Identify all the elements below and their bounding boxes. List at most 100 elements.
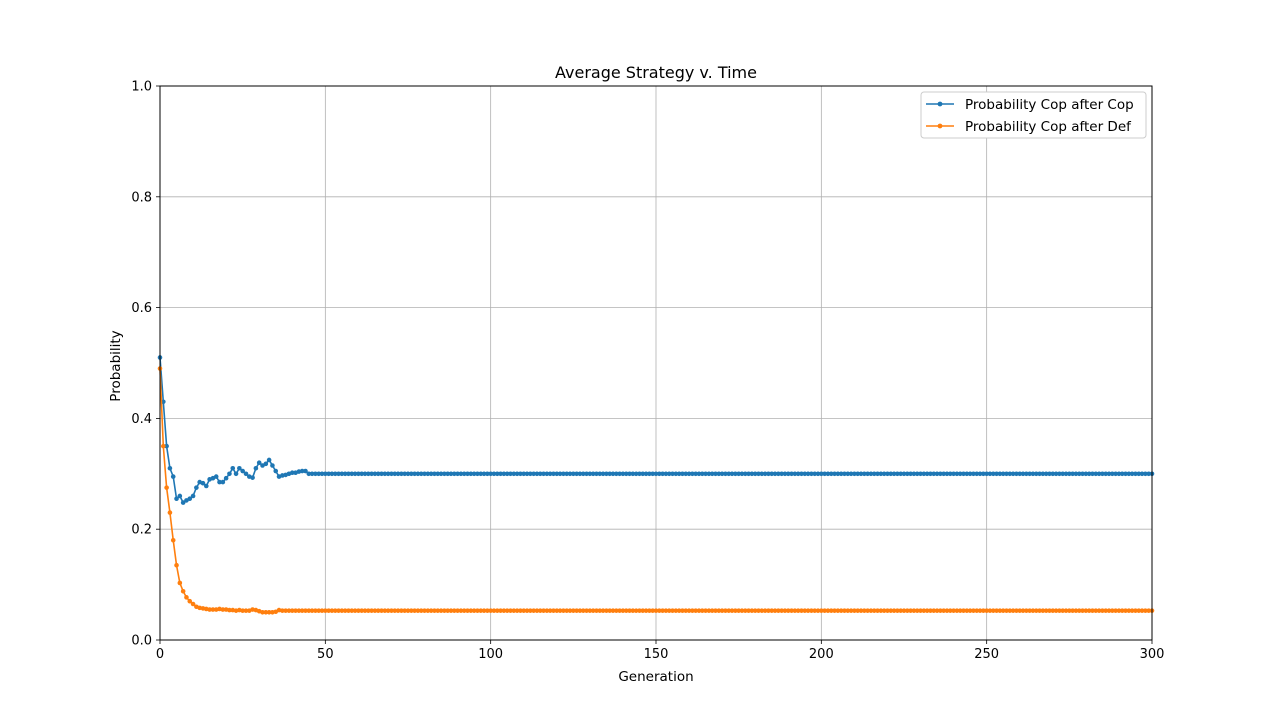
legend: Probability Cop after Cop Probability Co…: [920, 91, 1147, 139]
data-point: [356, 471, 361, 477]
y-tick-label: 0.2: [131, 523, 152, 538]
data-point: [319, 608, 325, 613]
data-point: [1143, 471, 1148, 477]
data-point: [213, 474, 219, 479]
data-point: [465, 471, 470, 477]
data-point: [475, 471, 480, 477]
data-point: [574, 608, 579, 613]
y-tick-label: 0.4: [131, 412, 152, 427]
data-point: [422, 608, 427, 613]
data-point: [888, 471, 894, 477]
x-tick-label: 250: [974, 647, 999, 662]
data-point: [842, 471, 847, 477]
data-point: [663, 471, 669, 477]
data-point: [438, 471, 444, 477]
data-point: [838, 471, 844, 477]
data-point: [1043, 608, 1049, 613]
data-point: [180, 588, 186, 594]
data-point: [782, 608, 788, 613]
data-point: [938, 608, 943, 613]
data-point: [660, 608, 665, 613]
data-point: [693, 608, 698, 613]
data-point: [187, 496, 193, 502]
data-point: [299, 608, 305, 613]
data-point: [908, 471, 913, 477]
data-point: [822, 608, 827, 613]
data-point: [1080, 471, 1085, 477]
data-point: [709, 471, 715, 477]
data-point: [1040, 608, 1046, 613]
data-point: [458, 608, 464, 613]
data-point: [1100, 608, 1105, 613]
data-point: [716, 471, 722, 477]
data-point: [299, 468, 305, 474]
data-point: [1014, 608, 1019, 613]
data-point: [607, 471, 613, 477]
data-point: [1024, 471, 1029, 477]
data-point: [957, 471, 963, 477]
data-point: [167, 465, 173, 471]
data-point: [630, 608, 636, 613]
data-point: [1053, 471, 1059, 477]
data-point: [491, 608, 497, 613]
data-point: [759, 471, 765, 477]
data-point: [286, 608, 292, 613]
data-point: [746, 471, 751, 477]
data-point: [326, 471, 331, 477]
data-point: [683, 471, 689, 477]
data-point: [448, 608, 454, 613]
data-point: [971, 608, 976, 613]
data-point: [749, 471, 755, 477]
data-point: [210, 607, 216, 612]
data-point: [448, 471, 454, 477]
data-point: [974, 471, 980, 477]
data-point: [729, 608, 735, 613]
data-point: [789, 471, 794, 477]
data-point: [1110, 471, 1115, 477]
data-point: [339, 471, 345, 477]
data-point: [1060, 608, 1066, 613]
data-point: [461, 608, 467, 613]
data-point: [395, 471, 401, 477]
data-point: [676, 471, 682, 477]
data-point: [409, 608, 414, 613]
data-point: [650, 471, 655, 477]
data-point: [1014, 471, 1019, 477]
data-point: [610, 471, 616, 477]
data-point: [604, 608, 609, 613]
data-point: [931, 471, 937, 477]
data-point: [369, 608, 374, 613]
data-point: [352, 608, 358, 613]
data-point: [309, 608, 315, 613]
data-point: [203, 483, 209, 489]
data-point: [719, 608, 725, 613]
data-point: [356, 608, 361, 613]
data-point: [756, 608, 761, 613]
data-point: [316, 608, 322, 613]
data-point: [819, 608, 824, 613]
data-point: [977, 471, 983, 477]
data-point: [686, 608, 692, 613]
data-point: [508, 471, 513, 477]
data-point: [1000, 471, 1006, 477]
data-point: [957, 608, 963, 613]
data-point: [1070, 471, 1075, 477]
data-point: [1129, 608, 1135, 613]
data-point: [471, 608, 477, 613]
data-point: [1053, 608, 1059, 613]
data-point: [947, 608, 953, 613]
data-point: [1017, 608, 1023, 613]
data-point: [177, 580, 183, 586]
data-point: [342, 608, 348, 613]
data-point: [944, 471, 950, 477]
data-point: [1133, 608, 1138, 613]
data-point: [951, 608, 956, 613]
data-point: [346, 608, 351, 613]
data-point: [660, 471, 665, 477]
data-point: [1113, 608, 1118, 613]
data-point: [865, 471, 870, 477]
data-point: [425, 471, 431, 477]
axis-ticks: 0 50 100 150 200 250 300 0.0 0.2 0.4 0.6 0.8 1.0: [131, 80, 1164, 663]
data-point: [451, 608, 457, 613]
data-point: [934, 471, 940, 477]
